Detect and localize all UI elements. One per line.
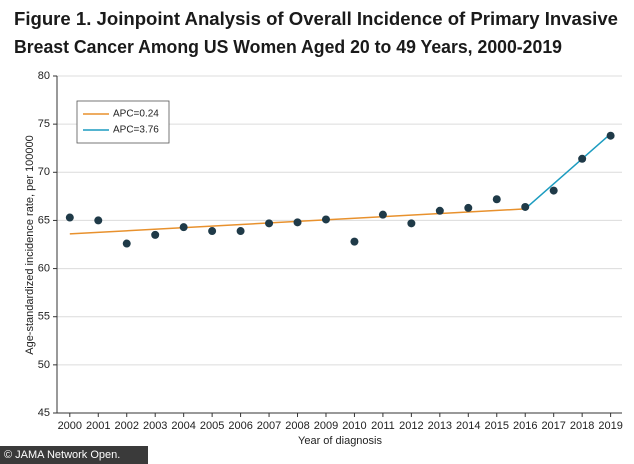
x-tick-label: 2019 — [598, 420, 622, 432]
data-point — [549, 186, 558, 195]
data-point — [293, 218, 302, 227]
legend-box — [76, 100, 170, 144]
legend-label: APC=3.76 — [113, 125, 159, 136]
data-point — [578, 154, 587, 163]
chart-title: Breast Cancer Among US Women Aged 20 to … — [14, 37, 562, 57]
data-point — [265, 219, 274, 228]
x-tick-label: 2014 — [456, 420, 480, 432]
data-point — [521, 202, 530, 211]
y-tick-label: 75 — [38, 118, 50, 130]
data-point — [407, 219, 416, 228]
x-tick-label: 2008 — [285, 420, 309, 432]
data-point — [321, 215, 330, 224]
y-axis-label: Age-standardized incidence rate, per 100… — [24, 135, 36, 355]
x-tick-label: 2012 — [399, 420, 423, 432]
x-tick-label: 2016 — [513, 420, 537, 432]
data-point — [179, 223, 188, 232]
x-tick-label: 2003 — [143, 420, 167, 432]
chart-title: Figure 1. Joinpoint Analysis of Overall … — [14, 9, 618, 29]
x-tick-label: 2009 — [314, 420, 338, 432]
data-point — [435, 206, 444, 215]
x-tick-label: 2015 — [485, 420, 509, 432]
fit-line — [524, 133, 612, 210]
x-tick-label: 2018 — [570, 420, 594, 432]
x-tick-label: 2004 — [171, 420, 195, 432]
y-tick-label: 60 — [38, 262, 50, 274]
x-tick-label: 2011 — [371, 420, 395, 432]
data-point — [492, 195, 501, 204]
x-tick-label: 2006 — [228, 420, 252, 432]
data-point — [65, 213, 74, 222]
x-axis-label: Year of diagnosis — [298, 435, 382, 447]
x-tick-label: 2001 — [86, 420, 110, 432]
y-tick-label: 50 — [38, 359, 50, 371]
x-tick-label: 2000 — [58, 420, 82, 432]
y-tick-label: 65 — [38, 214, 50, 226]
data-point — [94, 216, 103, 225]
data-point — [464, 203, 473, 212]
credit: © JAMA Network Open. — [4, 449, 120, 461]
legend-label: APC=0.24 — [113, 109, 159, 120]
x-tick-label: 2010 — [342, 420, 366, 432]
data-point — [378, 210, 387, 219]
x-tick-label: 2013 — [428, 420, 452, 432]
x-tick-label: 2017 — [541, 420, 565, 432]
y-tick-label: 80 — [38, 70, 50, 82]
y-tick-label: 45 — [38, 407, 50, 419]
x-tick-label: 2007 — [257, 420, 281, 432]
x-tick-label: 2002 — [114, 420, 138, 432]
data-point — [350, 237, 359, 246]
y-tick-label: 55 — [38, 311, 50, 323]
x-tick-label: 2005 — [200, 420, 224, 432]
data-point — [236, 227, 245, 236]
data-point — [606, 131, 615, 140]
data-point — [122, 239, 131, 248]
credit-background — [0, 446, 148, 464]
y-tick-label: 70 — [38, 166, 50, 178]
data-point — [151, 230, 160, 239]
data-point — [208, 227, 217, 236]
